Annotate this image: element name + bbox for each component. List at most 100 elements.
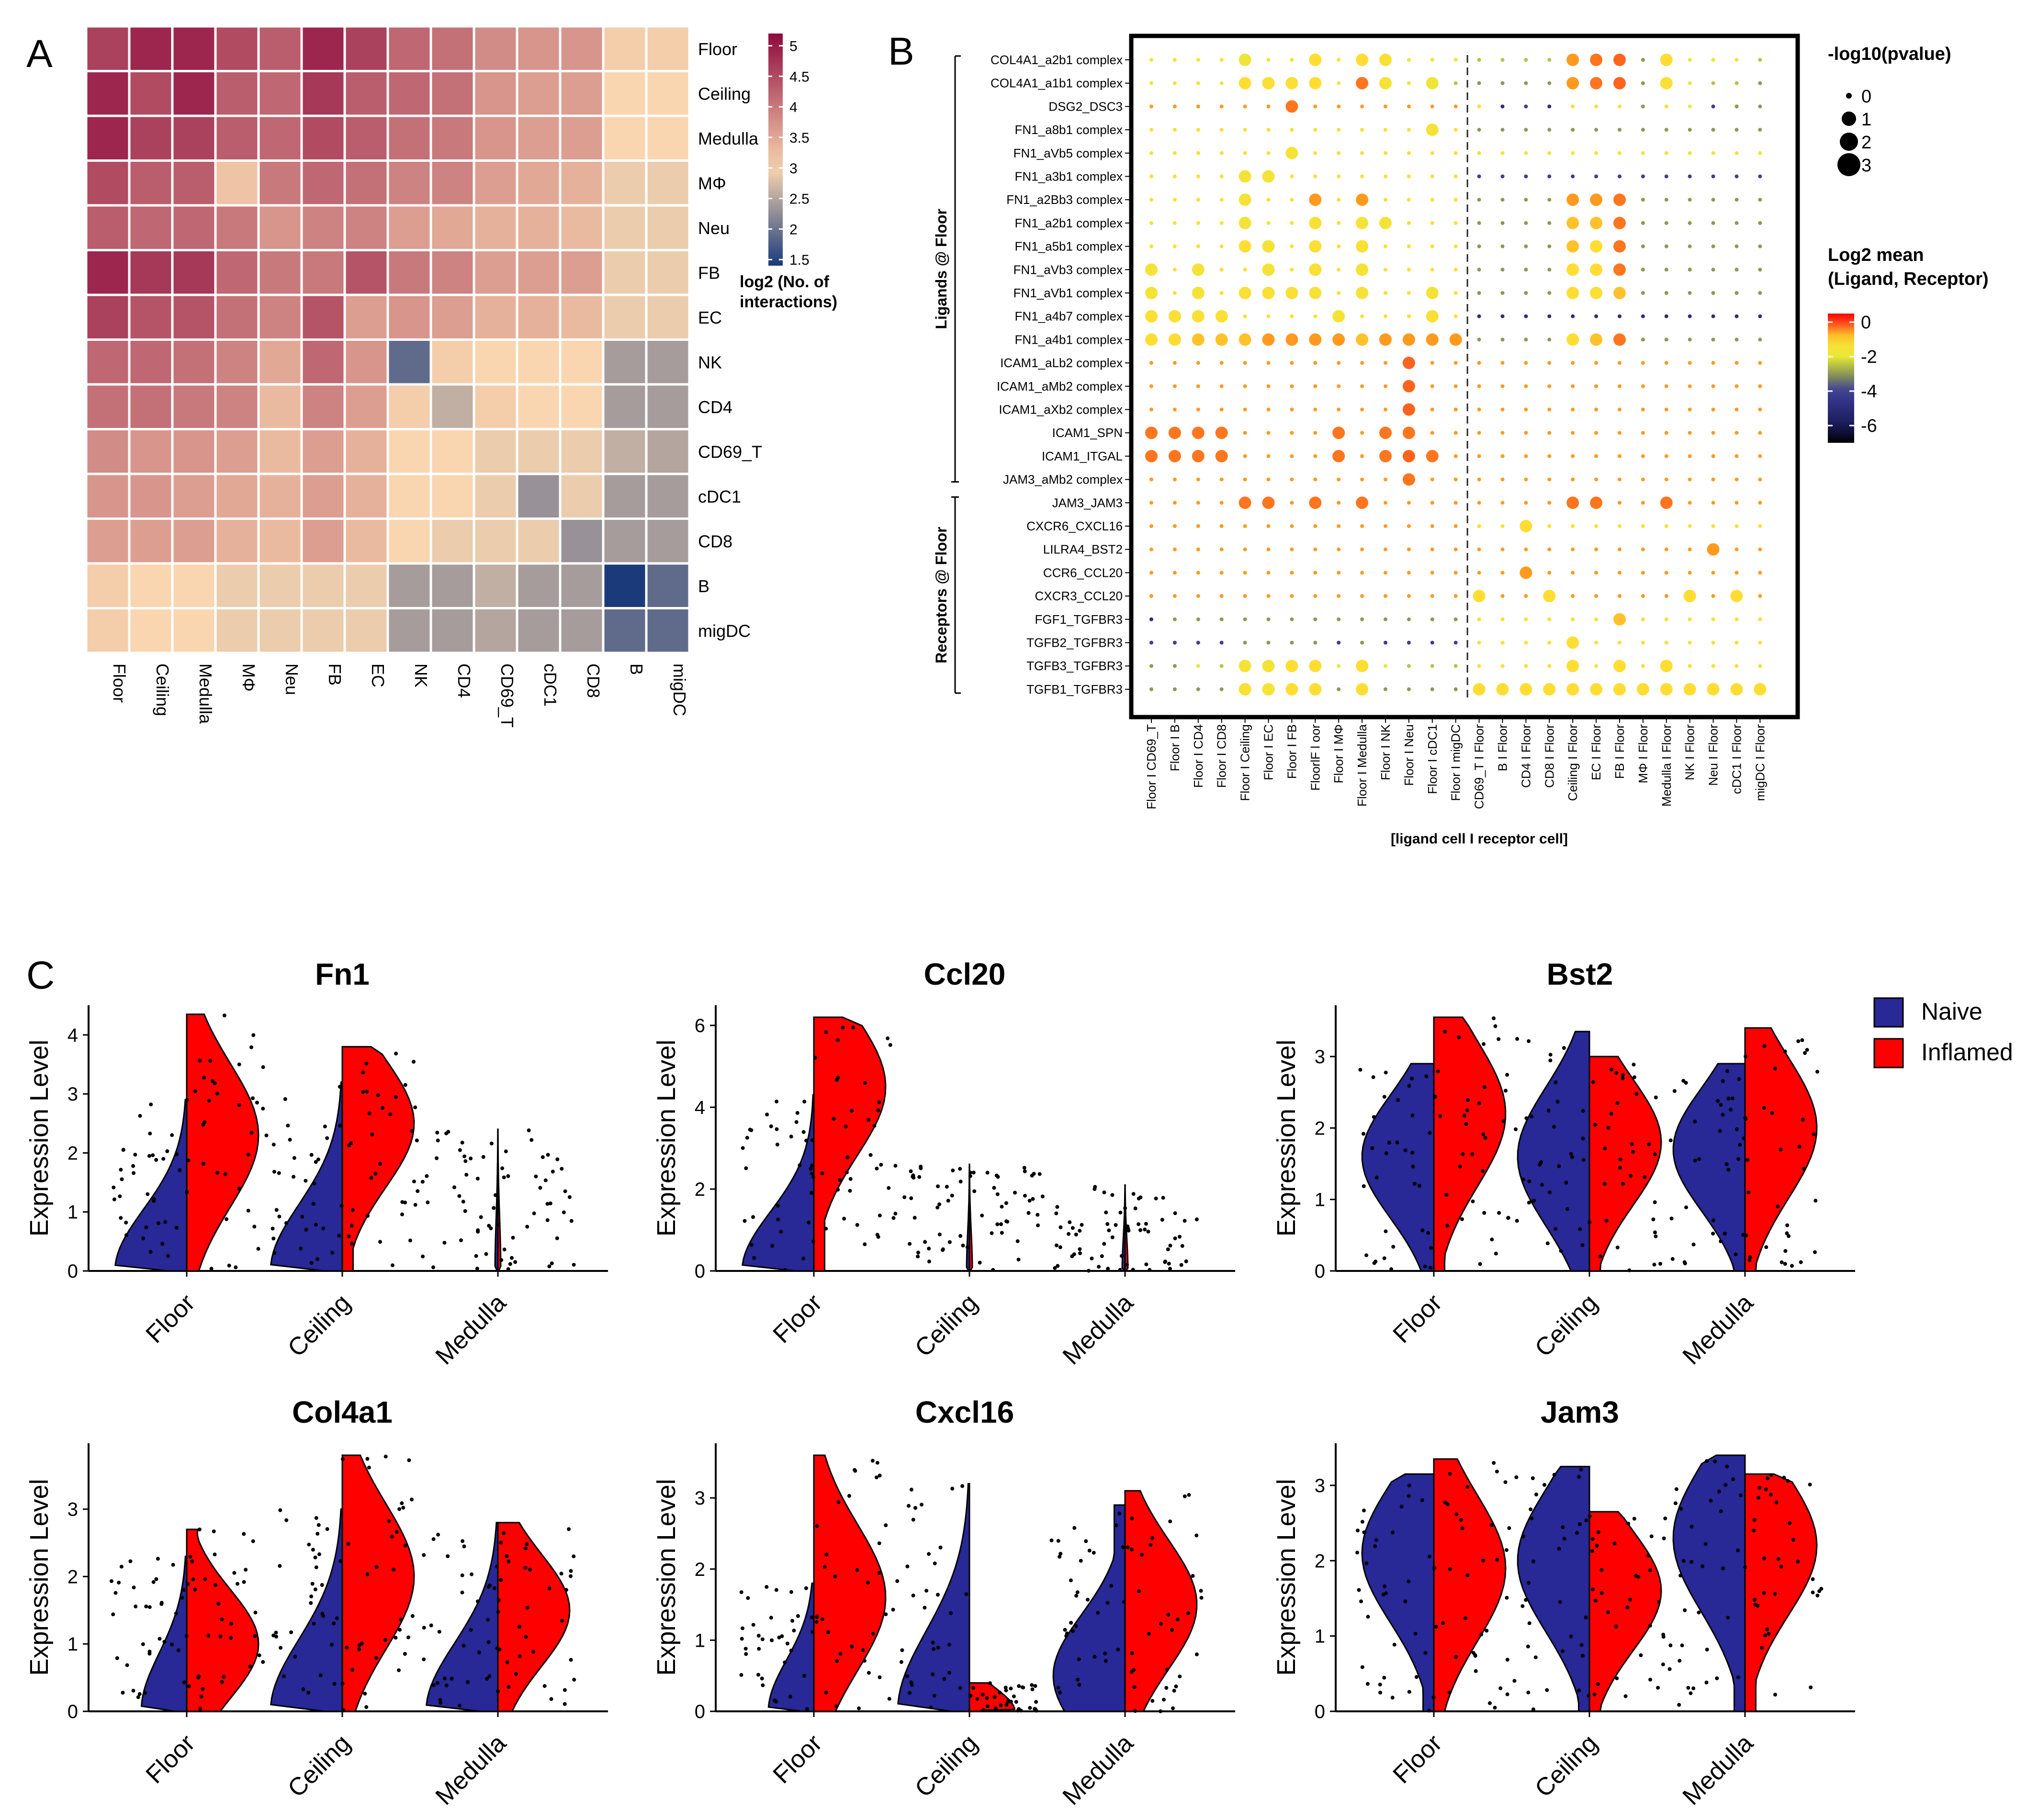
data-point	[1378, 1690, 1383, 1695]
heatmap-cell	[602, 338, 648, 386]
dot	[1172, 58, 1177, 62]
data-point	[1428, 1554, 1432, 1559]
data-point	[811, 1239, 815, 1244]
data-point	[1697, 1157, 1701, 1161]
dot	[1332, 449, 1345, 462]
violin-half	[497, 1128, 502, 1272]
dot	[1290, 314, 1294, 318]
data-point	[1767, 1632, 1771, 1636]
data-point	[143, 1691, 147, 1695]
data-point	[1670, 1257, 1675, 1261]
dot	[1547, 431, 1552, 435]
data-point	[187, 1684, 191, 1688]
data-point	[899, 1660, 903, 1664]
dot	[1734, 337, 1739, 342]
dot	[1711, 617, 1715, 621]
dot	[1636, 683, 1649, 696]
violin-half	[813, 1454, 887, 1712]
data-point	[1161, 1196, 1165, 1200]
data-point	[1557, 1164, 1561, 1168]
data-point	[1150, 1699, 1155, 1703]
data-point	[1148, 1543, 1153, 1547]
dot	[1290, 244, 1294, 248]
data-point	[1734, 1252, 1738, 1257]
data-point	[927, 1259, 931, 1264]
heatmap-cell	[429, 70, 475, 117]
data-point	[866, 1581, 870, 1585]
group-label: Receptors @ Floor	[933, 527, 950, 663]
data-point	[1148, 1268, 1152, 1272]
dot	[1407, 104, 1411, 109]
data-point	[157, 1221, 161, 1225]
dot	[1360, 640, 1364, 645]
data-point	[1691, 1686, 1696, 1690]
colorbar-tick-label: 4.5	[789, 69, 810, 85]
data-point	[1078, 1247, 1082, 1251]
data-point	[1543, 1483, 1546, 1487]
heatmap-cell	[386, 249, 432, 296]
dot	[1641, 81, 1645, 85]
data-point	[1357, 1588, 1361, 1592]
data-point	[1182, 1494, 1187, 1498]
data-point	[1803, 1051, 1807, 1055]
heatmap-cell	[257, 517, 303, 565]
y-tick-label: 0	[695, 1701, 705, 1722]
data-point	[1481, 1559, 1485, 1562]
dot	[1613, 683, 1626, 696]
dot	[1215, 449, 1228, 462]
data-point	[121, 1147, 125, 1152]
data-point	[481, 1155, 485, 1159]
x-tick-label: Floor	[141, 1289, 201, 1348]
data-point	[1471, 1651, 1475, 1655]
data-point	[932, 1647, 936, 1651]
data-point	[1668, 1643, 1673, 1648]
row-label: FN1_aVb3 complex	[1013, 262, 1123, 277]
data-point	[1133, 1206, 1137, 1211]
data-point	[115, 1656, 119, 1660]
dot	[1172, 291, 1177, 295]
heatmap-cell	[171, 159, 217, 207]
data-point	[486, 1618, 490, 1622]
data-point	[307, 1542, 311, 1547]
data-point	[1764, 1245, 1768, 1249]
data-point	[1643, 1175, 1647, 1179]
dot	[1664, 244, 1668, 248]
data-point	[1457, 1035, 1461, 1040]
data-point	[811, 1175, 816, 1179]
data-point	[795, 1111, 799, 1115]
data-point	[154, 1577, 158, 1581]
dot	[1688, 640, 1692, 645]
dot	[1290, 407, 1294, 412]
data-point	[1527, 1039, 1531, 1043]
row-label: FB	[698, 263, 720, 282]
data-point	[1811, 1590, 1815, 1595]
dot	[1524, 174, 1528, 179]
dot	[1711, 174, 1715, 179]
dot	[1734, 547, 1739, 551]
data-point	[422, 1626, 426, 1630]
dot	[1688, 151, 1692, 155]
violin-half	[1672, 1454, 1746, 1712]
data-point	[316, 1157, 320, 1162]
data-point	[1756, 1495, 1760, 1500]
dot	[1734, 361, 1739, 365]
data-point	[1165, 1667, 1169, 1672]
dot	[1641, 664, 1645, 668]
data-point	[1801, 1118, 1805, 1122]
data-point	[1581, 1109, 1585, 1113]
dot	[1571, 547, 1575, 551]
dot	[1384, 547, 1387, 551]
data-point	[488, 1584, 492, 1587]
heatmap-cell	[128, 517, 174, 565]
data-point	[980, 1213, 984, 1218]
data-point	[1360, 1519, 1364, 1524]
dot	[1734, 198, 1739, 202]
heatmap-cell	[386, 204, 432, 251]
y-axis-title: Expression Level	[652, 1040, 681, 1236]
dot	[1384, 128, 1387, 132]
data-point	[1530, 1114, 1534, 1119]
dot	[1641, 571, 1645, 575]
data-point	[1790, 1264, 1794, 1268]
data-point	[1596, 1682, 1600, 1686]
dot	[1360, 104, 1364, 109]
